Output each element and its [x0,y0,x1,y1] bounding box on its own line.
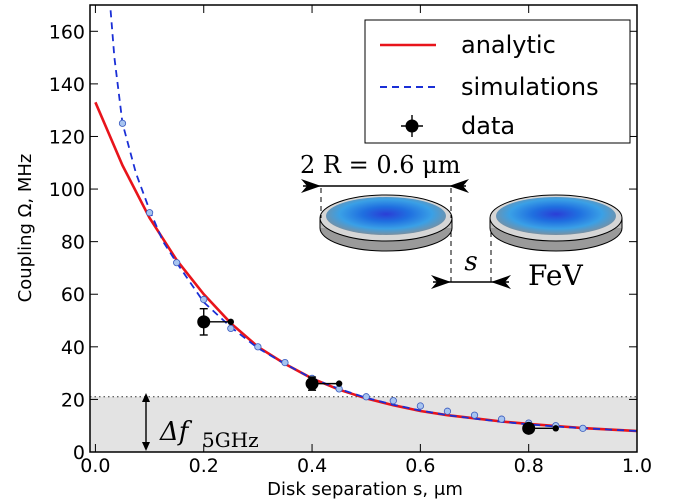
data-xerr-end [227,318,235,326]
band-arrow-head-down [142,442,150,451]
y-tick-label: 20 [61,389,85,411]
right-disk [489,194,623,252]
simulation-point [281,358,289,367]
simulation-point [416,402,424,410]
plot-frame [89,4,638,453]
simulation-point [498,415,506,423]
simulation-point [443,407,452,415]
x-tick-label: 0.2 [189,455,219,477]
diameter-arrow-head-right [449,179,469,193]
simulation-point [145,209,154,217]
diameter-label: 2 R = 0.6 μm [300,151,461,179]
simulation-point [389,397,397,405]
y-tick-label: 100 [49,179,85,201]
x-tick-label: 0.4 [297,455,327,477]
y-tick-label: 60 [61,284,85,306]
separation-arrow-head-left [431,275,451,289]
legend-data-marker [405,119,419,133]
data-point [305,377,319,391]
simulation-point [579,424,587,432]
y-tick-label: 40 [61,337,85,359]
y-axis-title: Coupling Ω, MHz [15,154,36,303]
data-xerr-end [552,425,559,432]
legend-data-label: data [461,112,515,140]
y-tick-label: 120 [49,126,85,148]
simulation-point [254,343,262,351]
x-tick-label: 0.0 [80,455,110,477]
band-label: Δf [159,417,193,447]
band-arrow-head-up [142,393,150,402]
simulation-point [173,259,181,267]
simulation-point [470,411,479,419]
separation-label: s [464,247,477,277]
x-axis-title: Disk separation s, μm [267,479,463,500]
y-tick-label: 0 [73,442,85,464]
legend-simulations-label: simulations [461,73,599,101]
x-tick-label: 1.0 [622,455,652,477]
y-tick-label: 80 [61,232,85,254]
simulation-point [200,295,208,304]
simulation-point [118,119,127,127]
legend-analytic-label: analytic [461,31,556,59]
x-tick-label: 0.6 [405,455,435,477]
separation-arrow-head-right [491,275,511,289]
data-xerr-end [335,380,343,387]
legend: analytic simulations data [364,19,631,144]
simulation-point [227,324,235,333]
band-annotation: Δf 5GHz [142,393,259,452]
disk-illustration: 2 R = 0.6 μm s FeV [300,151,623,292]
left-disk [319,194,453,252]
simulation-point [362,393,370,401]
band-label-subscript: 5GHz [202,428,259,452]
data-point [522,421,536,435]
data-point [197,315,211,329]
material-label: FeV [528,259,583,292]
y-tick-label: 140 [49,74,85,96]
y-tick-label: 160 [49,21,85,43]
x-tick-label: 0.8 [514,455,544,477]
diameter-arrow-head-left [301,179,321,193]
